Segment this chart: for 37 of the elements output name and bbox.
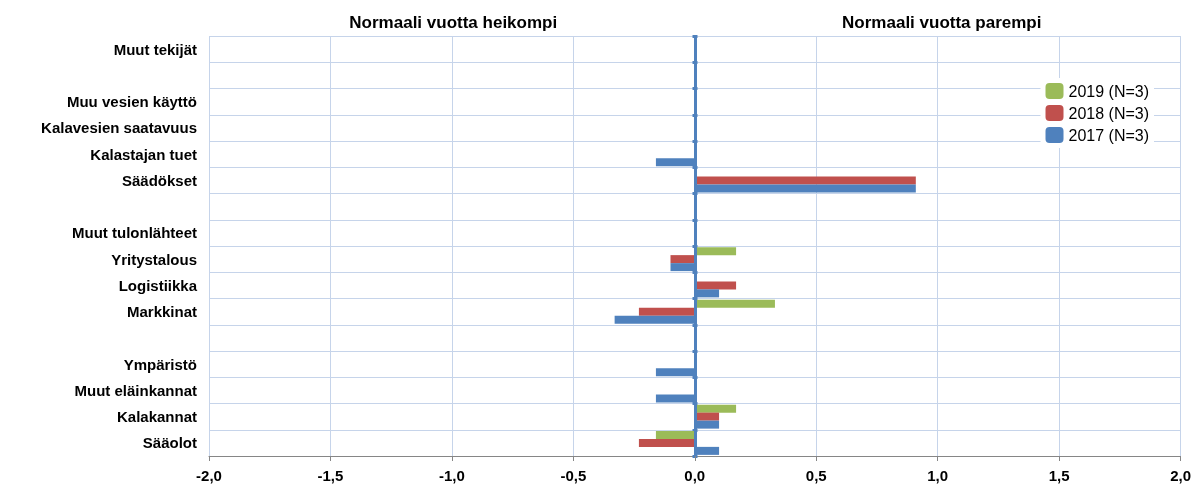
x-tick-label: -1,0	[438, 467, 465, 484]
y-tick-label: Kalastajan tuet	[90, 145, 197, 163]
y-tick-label: Muut tekijät	[113, 40, 197, 58]
x-tick-label: -2,0	[196, 467, 222, 484]
bar	[638, 438, 695, 447]
x-tick-label: 1,0	[927, 467, 949, 484]
y-tick-label: Ympäristö	[123, 355, 197, 373]
bar	[694, 281, 737, 290]
x-tick-label: 0,0	[684, 467, 706, 484]
bar	[694, 412, 720, 421]
y-tick-label: Markkinat	[126, 303, 197, 321]
bar	[694, 404, 737, 413]
y-tick-label: Muut tulonlähteet	[72, 224, 197, 242]
x-tick-label: 2,0	[1170, 467, 1191, 484]
y-tick-label: Muu vesien käyttö	[66, 93, 197, 111]
y-tick-label: Säädökset	[121, 171, 197, 189]
x-tick-label: 0,5	[805, 467, 827, 484]
x-tick-label: -1,5	[317, 467, 344, 484]
y-tick-label: Muut eläinkannat	[74, 381, 197, 399]
bar	[694, 247, 737, 256]
y-tick-label: Kalavesien saatavuus	[41, 119, 197, 137]
text: Normaali vuotta parempi	[842, 13, 1042, 32]
y-tick-label: Logistiikka	[118, 276, 198, 294]
y-tick-label: Yritystalous	[111, 250, 197, 268]
legend-label: 2018 (N=3)	[1068, 104, 1150, 122]
x-tick-label: -0,5	[560, 467, 587, 484]
legend-label: 2019 (N=3)	[1068, 82, 1150, 100]
bar	[694, 299, 775, 308]
bar	[638, 307, 695, 316]
y-tick-label: Sääolot	[142, 434, 197, 452]
x-tick-label: 1,5	[1048, 467, 1070, 484]
y-tick-label: Kalakannat	[116, 408, 197, 426]
bar	[694, 176, 916, 185]
bar	[670, 255, 695, 264]
text: Normaali vuotta heikompi	[349, 13, 558, 32]
bar	[655, 430, 695, 439]
legend-label: 2017 (N=3)	[1068, 126, 1150, 144]
